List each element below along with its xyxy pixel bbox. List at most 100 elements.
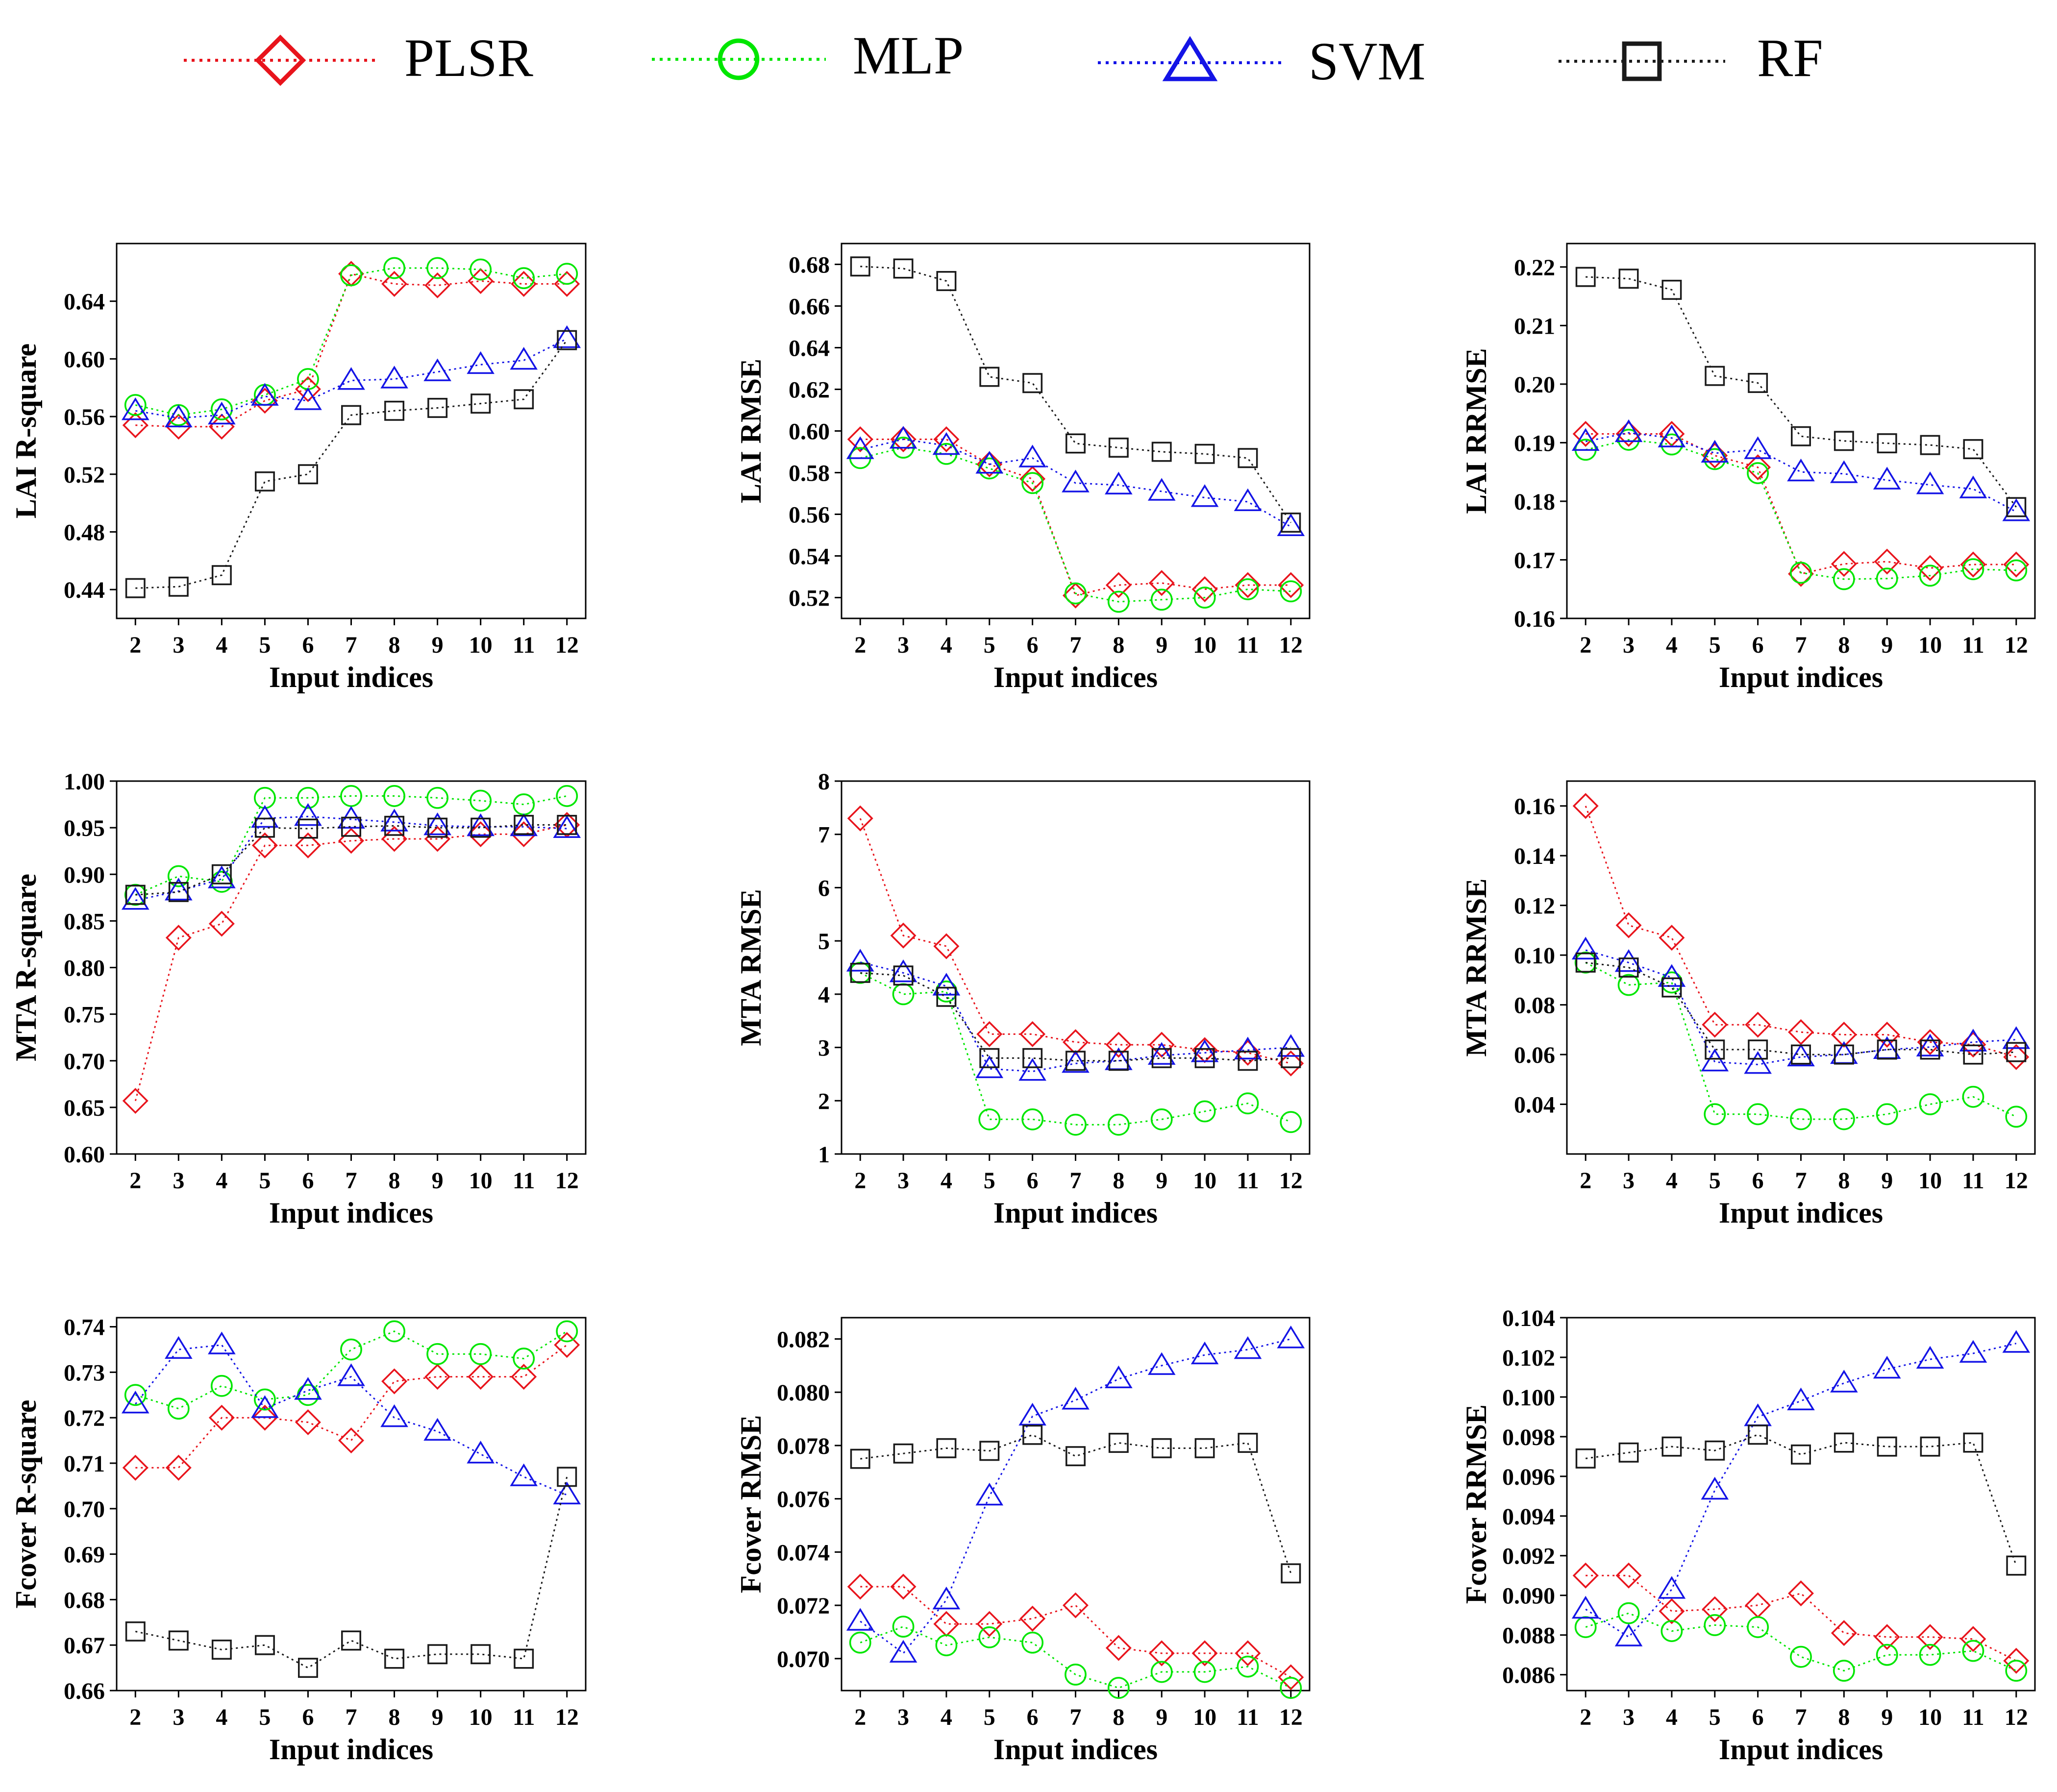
data-point-svm: [1744, 436, 1772, 459]
x-tick-label: 2: [129, 1704, 141, 1730]
data-point-mlp: [1193, 1661, 1216, 1683]
x-axis-title: Input indices: [993, 661, 1158, 693]
data-point-mlp: [1574, 951, 1597, 974]
data-point-mlp: [513, 267, 535, 290]
y-axis-title: LAI RRMSE: [1460, 348, 1492, 514]
legend-item-plsr: PLSR: [184, 28, 534, 88]
y-tick-label: 3: [818, 1035, 830, 1061]
y-tick-label: 0.74: [64, 1315, 105, 1341]
x-tick-label: 9: [1881, 1168, 1893, 1194]
legend-marker-shape-mlp: [718, 38, 760, 80]
data-point-mlp: [1833, 568, 1855, 590]
data-point-plsr: [1278, 1050, 1304, 1077]
series-line-mlp: [860, 1625, 1291, 1689]
y-tick-label: 0.52: [789, 586, 830, 612]
data-point-plsr: [1572, 793, 1599, 819]
series-line-svm: [860, 438, 1291, 528]
y-tick-label: 0.102: [1502, 1345, 1555, 1371]
data-point-rf: [1194, 443, 1215, 464]
data-point-rf: [557, 814, 577, 835]
data-point-plsr: [381, 1368, 408, 1395]
data-point-svm: [337, 367, 365, 390]
y-tick-label: 0.094: [1502, 1504, 1555, 1530]
data-point-plsr: [122, 1088, 149, 1114]
data-point-mlp: [1065, 1113, 1087, 1136]
data-point-rf: [1575, 267, 1596, 287]
y-tick-label: 0.70: [64, 1497, 105, 1522]
data-point-svm: [380, 366, 408, 389]
chart-fcover-rmse: 0.070 0.072 0.074 0.076 0.078 0.080 0.082 2 3 4 5 6…: [735, 1317, 1311, 1766]
data-point-rf: [1834, 431, 1854, 451]
data-point-rf: [168, 882, 189, 902]
data-point-svm: [1658, 1576, 1686, 1599]
data-point-plsr: [1702, 1011, 1728, 1038]
x-tick-label: 12: [2005, 632, 2028, 658]
x-tick-label: 9: [1156, 632, 1167, 658]
x-tick-label: 2: [129, 632, 141, 658]
x-tick-label: 10: [1918, 1168, 1942, 1194]
data-point-plsr: [1831, 1022, 1857, 1048]
data-point-rf: [850, 1448, 870, 1469]
data-point-svm: [975, 451, 1004, 474]
data-point-rf: [1705, 1039, 1725, 1060]
x-tick-label: 12: [1279, 1168, 1303, 1194]
data-point-plsr: [165, 925, 192, 951]
data-point-mlp: [210, 1375, 233, 1397]
y-tick-label: 0.16: [1514, 606, 1555, 632]
data-point-svm: [1787, 458, 1815, 482]
data-point-mlp: [124, 1384, 147, 1406]
data-point-svm: [553, 815, 581, 838]
y-tick-label: 0.68: [789, 252, 830, 278]
y-tick-label: 0.60: [64, 346, 105, 372]
data-point-plsr: [468, 821, 494, 847]
data-point-mlp: [1021, 1631, 1044, 1654]
series-line-rf: [135, 824, 567, 896]
series-line-svm: [860, 1338, 1291, 1654]
data-point-rf: [850, 962, 870, 983]
y-tick-label: 0.65: [64, 1095, 105, 1121]
series-line-svm: [135, 1344, 568, 1496]
x-tick-label: 11: [1237, 632, 1259, 658]
y-tick-label: 0.69: [64, 1542, 105, 1568]
data-point-plsr: [208, 910, 235, 937]
data-point-svm: [294, 387, 322, 410]
data-point-rf: [1151, 1438, 1172, 1458]
data-point-rf: [1834, 1044, 1854, 1065]
x-tick-label: 11: [1962, 1704, 1984, 1730]
data-point-mlp: [892, 1616, 915, 1638]
x-tick-label: 4: [1666, 1704, 1678, 1730]
data-point-plsr: [1874, 1624, 1900, 1650]
data-point-svm: [553, 325, 581, 348]
data-point-mlp: [167, 865, 190, 887]
data-point-rf: [2006, 1555, 2027, 1576]
data-point-plsr: [1019, 1605, 1046, 1632]
x-tick-label: 10: [469, 1168, 493, 1194]
y-tick-label: 0.66: [789, 294, 830, 320]
data-point-mlp: [383, 1320, 405, 1343]
y-tick-label: 0.22: [1514, 255, 1555, 281]
series-line-plsr: [134, 824, 568, 1101]
data-point-mlp: [1704, 1103, 1726, 1126]
data-point-mlp: [124, 884, 147, 906]
data-point-mlp: [1747, 1103, 1769, 1126]
data-point-mlp: [1107, 1677, 1130, 1699]
y-tick-label: 0.16: [1514, 794, 1555, 820]
data-point-plsr: [1278, 572, 1304, 598]
x-tick-label: 5: [1709, 1704, 1721, 1730]
data-point-mlp: [513, 1348, 535, 1370]
data-point-rf: [1834, 1432, 1854, 1453]
x-tick-label: 8: [1113, 1704, 1124, 1730]
data-point-plsr: [1745, 454, 1771, 481]
y-tick-label: 0.60: [789, 419, 830, 445]
series-line-mlp: [1585, 1612, 2017, 1672]
data-point-mlp: [1962, 1085, 1984, 1108]
series-line-plsr: [135, 273, 567, 428]
data-point-plsr: [251, 1404, 278, 1431]
data-point-svm: [1614, 419, 1643, 442]
y-axis-title: MTA RRMSE: [1460, 879, 1492, 1057]
legend-item-rf: RF: [1559, 28, 1823, 88]
x-axis-title: Input indices: [269, 661, 433, 693]
data-point-mlp: [1617, 1602, 1640, 1624]
data-point-rf: [168, 576, 189, 597]
data-point-rf: [1877, 1436, 1897, 1457]
